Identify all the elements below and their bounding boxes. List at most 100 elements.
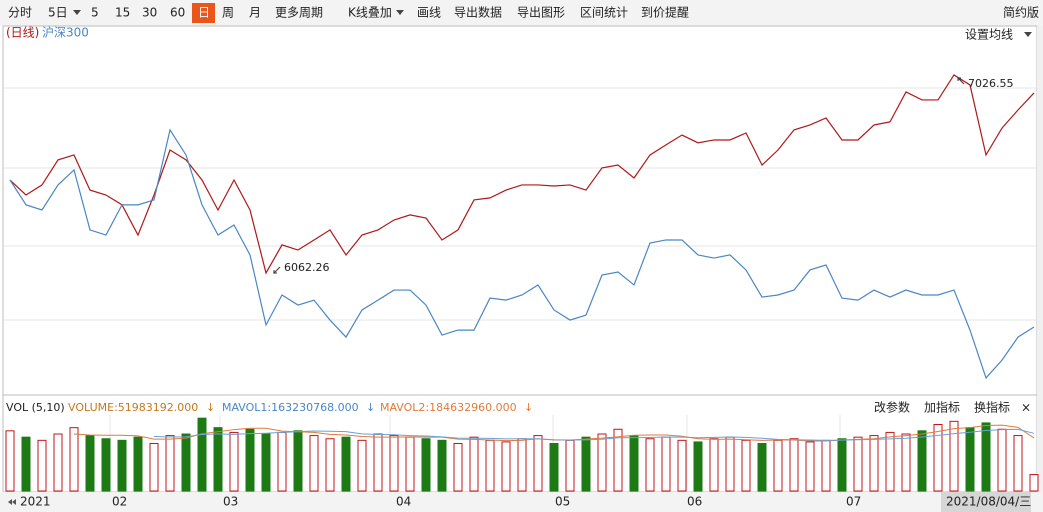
toolbar-item[interactable]: 日 <box>198 6 210 20</box>
toolbar-item[interactable]: 分时 <box>8 6 32 20</box>
volume-bar <box>421 438 431 492</box>
toolbar-item[interactable]: 周 <box>222 6 234 20</box>
overlay-label: 沪深300 <box>42 26 89 40</box>
volume-bar <box>5 430 15 492</box>
x-tick-label: 04 <box>396 495 411 509</box>
toolbar-right[interactable]: 简约版 <box>1003 5 1039 20</box>
x-tick-label: 06 <box>687 495 702 509</box>
toolbar-item[interactable]: 月 <box>249 6 261 20</box>
period-label: (日线) <box>6 26 39 40</box>
volume-bar <box>341 436 351 492</box>
x-axis-bar <box>0 492 1043 512</box>
volume-bar <box>213 427 223 492</box>
date-box <box>941 492 1031 512</box>
main-panel <box>2 25 1038 396</box>
volume-bar <box>613 428 623 492</box>
volume-bar <box>901 433 911 492</box>
dropdown-arrow <box>396 10 404 15</box>
scrollbar[interactable] <box>1037 26 1043 492</box>
volume-bar <box>389 435 399 492</box>
volume-bar <box>1029 474 1039 492</box>
volume-bar <box>485 439 495 492</box>
volume-bar <box>437 439 447 492</box>
volume-bar <box>277 431 287 492</box>
volume-bar <box>997 428 1007 492</box>
volume-bar <box>933 424 943 492</box>
ma-button[interactable]: 设置均线 <box>965 28 1013 42</box>
volume-bar <box>853 436 863 492</box>
toolbar-item[interactable]: 15 <box>115 6 130 20</box>
volume-bar <box>741 439 751 492</box>
volume-bar <box>149 443 159 492</box>
volume-bar <box>805 441 815 492</box>
series-line <box>9 74 1035 275</box>
volume-bar <box>37 439 47 492</box>
volume-bar <box>517 438 527 492</box>
volume-bar <box>181 433 191 492</box>
volume-value: VOLUME:51983192.000 <box>68 401 198 414</box>
volume-bar <box>629 435 639 492</box>
toolbar-item[interactable]: 区间统计 <box>580 6 628 20</box>
button[interactable]: 换指标 <box>974 400 1010 415</box>
toolbar-item[interactable]: 5 <box>91 6 99 20</box>
toolbar-item[interactable]: 到价提醒 <box>641 5 689 20</box>
toolbar-item[interactable]: 5日 <box>48 6 68 20</box>
ma-line <box>153 428 1035 441</box>
volume-bar <box>261 433 271 492</box>
volume-bar <box>709 438 719 492</box>
volume-bar <box>869 435 879 492</box>
volume-bar <box>405 436 415 492</box>
volume-bar <box>837 438 847 492</box>
close-button[interactable]: × <box>1021 401 1031 415</box>
arrow: ↓ <box>524 401 533 414</box>
volume-bar <box>677 439 687 492</box>
volume-bar <box>757 443 767 492</box>
dropdown-arrow <box>73 10 81 15</box>
volume-bar <box>1013 435 1023 492</box>
grid <box>4 87 1036 321</box>
volume-bar <box>229 431 239 492</box>
mavol2: MAVOL2:184632960.000 <box>380 401 517 414</box>
date-label: 2021/08/04/三 <box>946 495 1031 509</box>
selected-bg <box>192 3 215 23</box>
volume-bar <box>917 430 927 492</box>
toolbar-item[interactable]: 导出图形 <box>517 6 565 20</box>
volume-bar <box>645 438 655 492</box>
volume-bar <box>501 441 511 492</box>
button[interactable]: 加指标 <box>924 400 960 415</box>
volume-bar <box>85 435 95 492</box>
vol-title: VOL (5,10) <box>6 401 65 414</box>
toolbar-item[interactable]: K线叠加 <box>348 6 392 20</box>
volume-bar <box>965 427 975 492</box>
arrow: ↓ <box>206 401 215 414</box>
x-tick-label: 2021 <box>20 495 51 509</box>
volume-bar <box>325 438 335 492</box>
x-tick-label: 03 <box>223 495 238 509</box>
volume-bar <box>165 435 175 492</box>
volume-bar <box>21 436 31 492</box>
volume-bar <box>357 439 367 492</box>
volume-bar <box>693 441 703 492</box>
toolbar-item[interactable]: 画线 <box>417 6 441 20</box>
volume-bar <box>101 438 111 492</box>
toolbar-item[interactable]: 导出数据 <box>454 5 502 20</box>
volume-bar <box>821 439 831 492</box>
x-tick-label: 07 <box>846 495 861 509</box>
button[interactable]: 改参数 <box>874 400 910 415</box>
volume-bar <box>885 431 895 492</box>
x-tick-label: 02 <box>112 495 127 509</box>
volume-bar <box>245 428 255 492</box>
volume-bar <box>197 417 207 492</box>
volume-bar <box>373 433 383 492</box>
volume-bar <box>949 420 959 492</box>
toolbar-item[interactable]: 30 <box>142 6 157 20</box>
toolbar-item[interactable]: 60 <box>170 6 185 20</box>
annotation: 7026.55 <box>968 77 1014 90</box>
volume-bar <box>53 433 63 492</box>
toolbar-item[interactable]: 更多周期 <box>275 6 323 20</box>
volume-bar <box>133 436 143 492</box>
volume-bar <box>533 435 543 492</box>
annotation-arrow <box>272 266 281 274</box>
toolbar <box>0 0 1043 26</box>
